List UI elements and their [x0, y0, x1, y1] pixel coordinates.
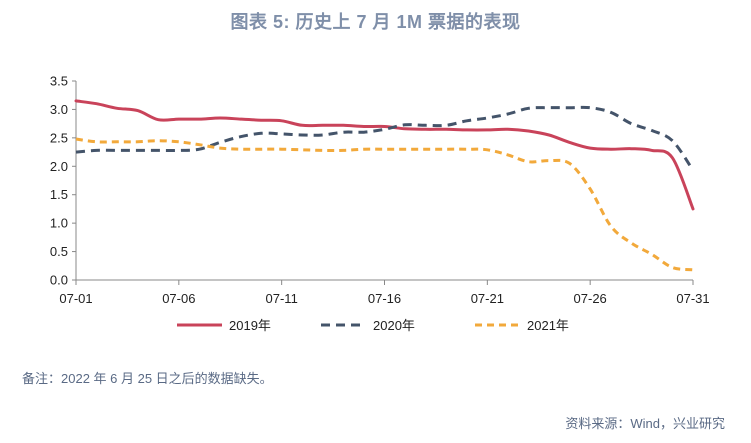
line-chart: 0.0 0.5 1.0 1.5 2.0 2.5 3.0 3.5 07-01 07-06 07-11 0… — [50, 74, 710, 334]
x-tick-label: 07-06 — [162, 291, 195, 306]
x-tick-label: 07-01 — [59, 291, 92, 306]
y-tick-label: 3.0 — [50, 102, 68, 117]
legend-label-1: 2019年 — [229, 318, 271, 333]
y-tick-label: 1.0 — [50, 216, 68, 231]
series-line-3 — [75, 137, 694, 272]
x-tick-label: 07-21 — [471, 291, 504, 306]
y-tick-label: 0.0 — [50, 273, 68, 288]
x-tick-label: 07-16 — [368, 291, 401, 306]
legend-label-3: 2021年 — [527, 318, 569, 333]
series-line-2 — [75, 105, 695, 172]
chart-source: 资料来源：Wind，兴业研究 — [565, 416, 725, 431]
chart-title: 图表 5: 历史上 7 月 1M 票据的表现 — [230, 12, 521, 32]
y-tick-label: 2.0 — [50, 159, 68, 174]
x-tick-label: 07-11 — [266, 291, 298, 306]
x-tick-label: 07-26 — [574, 291, 607, 306]
series-lines — [74, 99, 695, 272]
legend-label-2: 2020年 — [373, 318, 415, 333]
chart-legend: 2019年 2020年 2021年 — [177, 318, 569, 333]
y-tick-label: 0.5 — [50, 244, 68, 259]
y-tick-label: 1.5 — [50, 187, 68, 202]
y-tick-label: 2.5 — [50, 130, 68, 145]
x-tick-label: 07-31 — [676, 291, 709, 306]
chart-axes: 0.0 0.5 1.0 1.5 2.0 2.5 3.0 3.5 07-01 07-06 07-11 0… — [50, 74, 710, 307]
series-line-1 — [74, 99, 695, 211]
y-tick-label: 3.5 — [50, 74, 68, 89]
chart-note: 备注：2022 年 6 月 25 日之后的数据缺失。 — [22, 371, 273, 386]
